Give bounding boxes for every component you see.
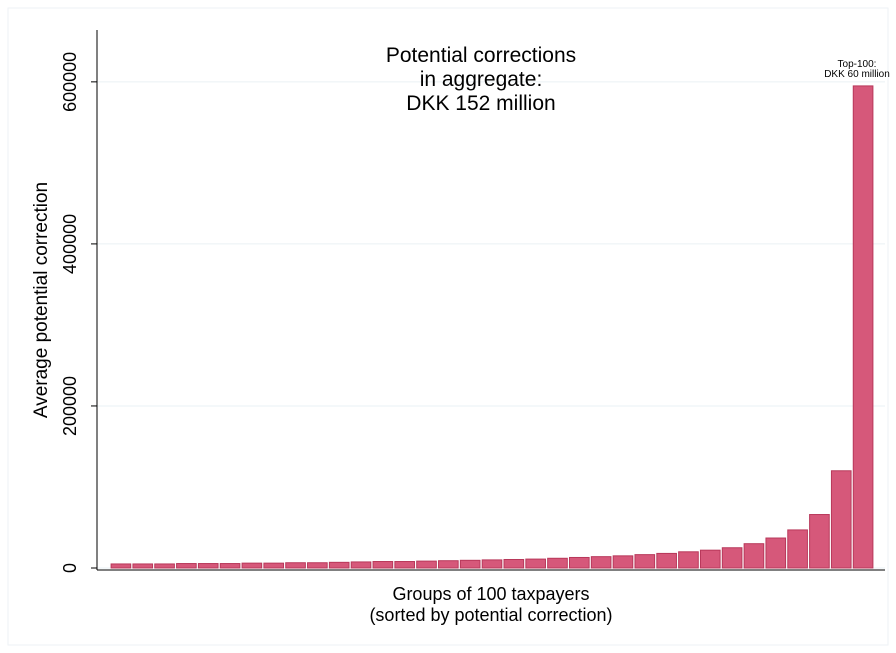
bar bbox=[307, 562, 328, 569]
bar bbox=[634, 554, 656, 569]
bar bbox=[765, 537, 787, 569]
annotation: Top-100: bbox=[838, 59, 877, 70]
bar bbox=[809, 514, 830, 569]
bar bbox=[830, 470, 852, 569]
bar bbox=[678, 551, 699, 569]
bar bbox=[328, 561, 350, 569]
bar bbox=[110, 563, 132, 569]
bar bbox=[263, 562, 285, 569]
bar bbox=[132, 563, 154, 569]
bar bbox=[241, 562, 263, 569]
bar bbox=[612, 555, 634, 569]
y-tick-label: 0 bbox=[60, 563, 80, 573]
bar bbox=[219, 563, 241, 569]
x-axis-label: Groups of 100 taxpayers bbox=[392, 584, 589, 604]
bar bbox=[350, 561, 372, 569]
bar bbox=[176, 563, 197, 569]
chart-title: DKK 152 million bbox=[406, 92, 555, 115]
bar bbox=[285, 562, 306, 569]
chart-frame bbox=[7, 7, 889, 646]
y-axis-label: Average potential correction bbox=[31, 182, 52, 418]
y-tick-label: 400000 bbox=[60, 214, 80, 274]
bar bbox=[743, 543, 765, 569]
y-tick-label: 200000 bbox=[60, 376, 80, 436]
bar bbox=[394, 561, 416, 569]
bar bbox=[699, 549, 721, 569]
bar bbox=[721, 547, 743, 569]
bar bbox=[481, 559, 503, 569]
y-tick-label: 600000 bbox=[60, 52, 80, 112]
chart-title: in aggregate: bbox=[420, 68, 543, 91]
bar bbox=[154, 563, 175, 569]
annotation: DKK 60 million bbox=[824, 69, 890, 80]
bar bbox=[568, 556, 590, 569]
bar bbox=[416, 560, 437, 569]
bar bbox=[438, 560, 459, 569]
bar bbox=[787, 529, 808, 569]
x-axis-label: (sorted by potential correction) bbox=[369, 605, 612, 625]
chart-title: Potential corrections bbox=[386, 44, 576, 67]
bar bbox=[525, 558, 546, 569]
bar bbox=[547, 557, 568, 569]
bar bbox=[459, 559, 481, 569]
bar bbox=[590, 556, 612, 569]
bar bbox=[852, 85, 874, 569]
bar bbox=[197, 563, 219, 569]
bar bbox=[372, 561, 394, 569]
bar bbox=[503, 558, 525, 569]
bar bbox=[656, 552, 677, 569]
